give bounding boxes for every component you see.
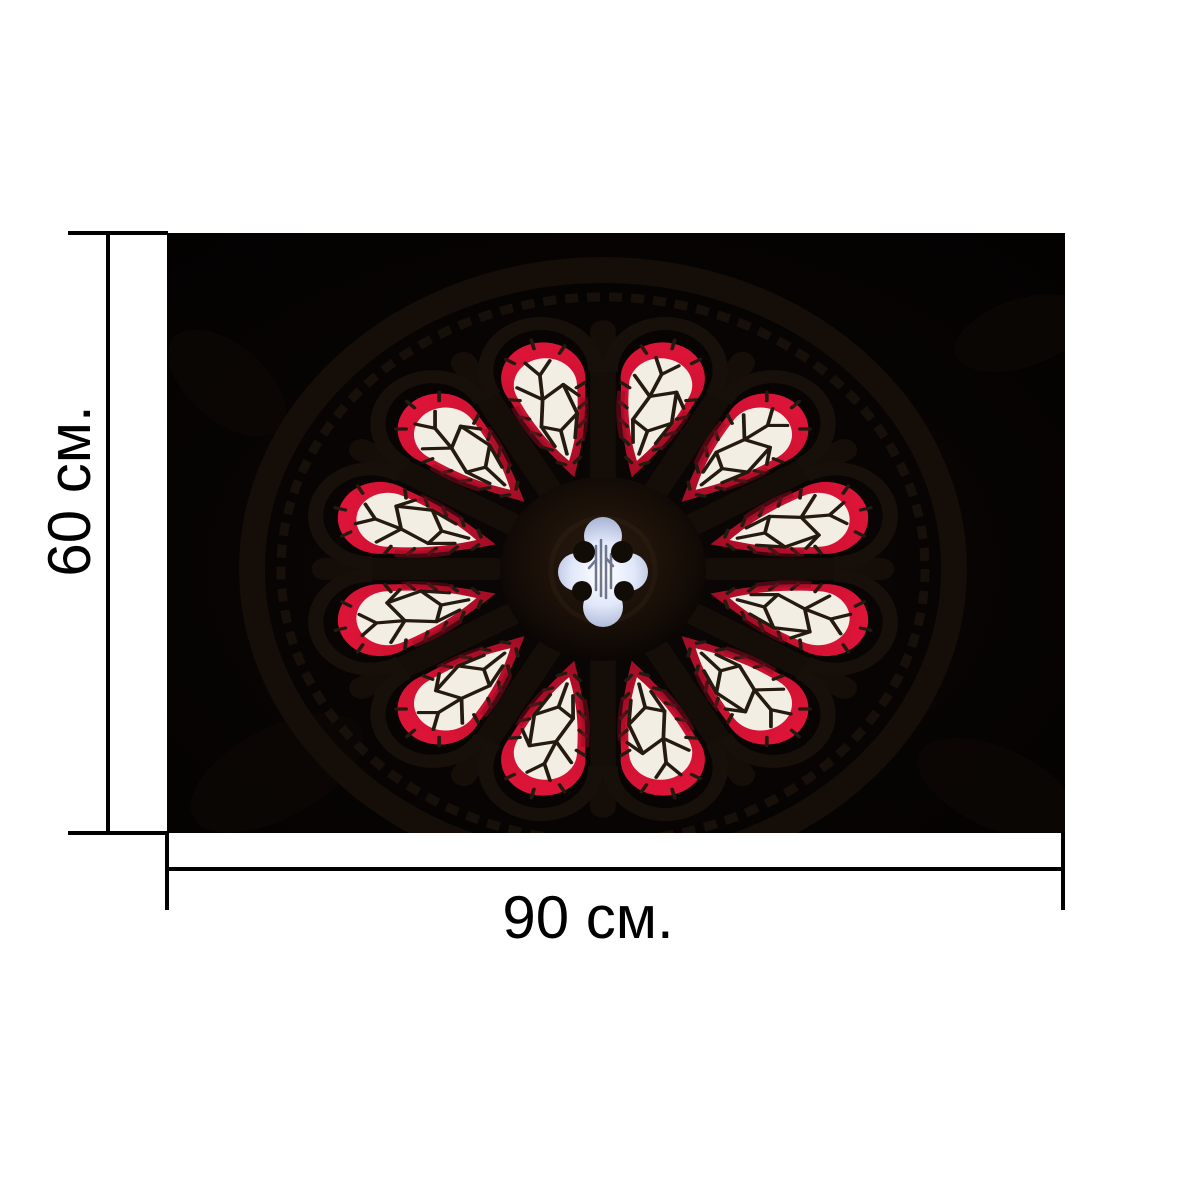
width-dimension-tick-right [1061, 833, 1065, 910]
height-dimension-tick-top [68, 231, 168, 235]
height-dimension-line [106, 233, 110, 833]
stone-ring [239, 257, 967, 833]
width-dimension-tick-left [165, 833, 169, 910]
center-quatrefoil [500, 477, 706, 661]
width-dimension-line [167, 867, 1065, 871]
height-dimension-tick-bottom [68, 831, 168, 835]
rose-tracery [303, 313, 902, 825]
width-dimension-label: 90 см. [502, 884, 674, 951]
rose-window-photo [167, 233, 1065, 833]
height-dimension-label: 60 см. [36, 405, 103, 577]
